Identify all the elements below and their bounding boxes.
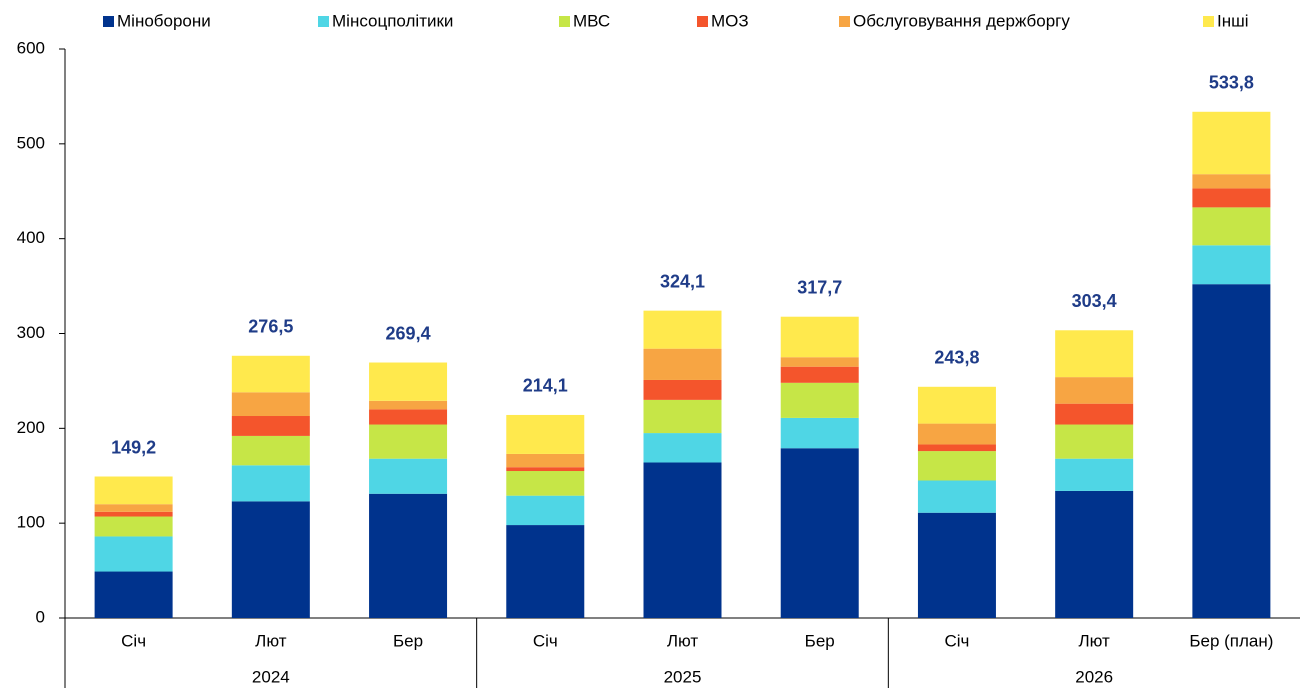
bar-segment xyxy=(94,571,173,618)
total-label: 303,4 xyxy=(1072,291,1117,311)
x-tick-label: Бер (план) xyxy=(1189,631,1273,650)
group-label: 2024 xyxy=(252,667,290,686)
legend-swatch xyxy=(318,16,329,27)
bar-segment xyxy=(506,467,585,472)
bar-segment xyxy=(917,386,996,424)
bar-segment xyxy=(1192,174,1271,189)
bar-segment xyxy=(506,453,585,468)
bar-segment xyxy=(917,480,996,513)
bar-segment xyxy=(780,382,859,418)
bar-segment xyxy=(369,458,448,494)
bar-segment xyxy=(1192,207,1271,246)
y-tick-label: 100 xyxy=(17,513,45,532)
bar-segment xyxy=(1055,490,1134,618)
bar-segment xyxy=(231,416,310,436)
total-label: 269,4 xyxy=(386,323,431,343)
bar-segment xyxy=(369,400,448,410)
total-label: 149,2 xyxy=(111,437,156,457)
bar-segment xyxy=(231,501,310,618)
bar-segment xyxy=(643,379,722,400)
x-tick-label: Бер xyxy=(393,631,423,650)
legend-label: Обслуговування держборгу xyxy=(853,11,1070,30)
legend-label: МОЗ xyxy=(711,11,749,30)
bar-segment xyxy=(643,310,722,349)
bar-segment xyxy=(506,525,585,618)
total-label: 243,8 xyxy=(934,348,979,368)
legend-swatch xyxy=(1203,16,1214,27)
y-tick-label: 400 xyxy=(17,228,45,247)
bar-segment xyxy=(643,399,722,434)
bar-segment xyxy=(1055,377,1134,404)
group-label: 2026 xyxy=(1075,667,1113,686)
total-label: 276,5 xyxy=(248,317,293,337)
bar-segment xyxy=(917,512,996,618)
bar-segment xyxy=(780,357,859,367)
x-tick-label: Бер xyxy=(805,631,835,650)
x-tick-label: Лют xyxy=(667,631,699,650)
bar-segment xyxy=(231,435,310,466)
bar-segment xyxy=(369,362,448,401)
group-label: 2025 xyxy=(664,667,702,686)
bar-segment xyxy=(231,355,310,393)
bar-segment xyxy=(231,392,310,417)
bar-segment xyxy=(780,417,859,449)
legend-swatch xyxy=(697,16,708,27)
bar-segment xyxy=(1055,403,1134,425)
x-tick-label: Січ xyxy=(121,631,146,650)
legend-label: Міноборони xyxy=(117,11,211,30)
legend-swatch xyxy=(559,16,570,27)
bar-segment xyxy=(643,348,722,380)
bar-segment xyxy=(780,448,859,618)
bar-segment xyxy=(1055,330,1134,378)
bar-segment xyxy=(369,424,448,459)
x-tick-label: Січ xyxy=(944,631,969,650)
y-tick-label: 300 xyxy=(17,323,45,342)
bar-segment xyxy=(94,476,173,505)
bar-segment xyxy=(917,444,996,452)
total-label: 214,1 xyxy=(523,376,568,396)
bar-segment xyxy=(1192,111,1271,175)
bar-segment xyxy=(1192,284,1271,618)
y-tick-label: 500 xyxy=(17,133,45,152)
total-label: 324,1 xyxy=(660,271,705,291)
bar-segment xyxy=(231,465,310,502)
y-tick-label: 0 xyxy=(36,607,45,626)
bar-segment xyxy=(643,462,722,618)
bar-segment xyxy=(506,471,585,496)
y-tick-label: 200 xyxy=(17,418,45,437)
y-tick-label: 600 xyxy=(17,38,45,57)
bar-segment xyxy=(780,316,859,358)
bar-segment xyxy=(1055,458,1134,491)
bar-segment xyxy=(369,493,448,618)
x-tick-label: Січ xyxy=(533,631,558,650)
bar-segment xyxy=(94,511,173,517)
bar-segment xyxy=(94,536,173,572)
bar-segment xyxy=(506,495,585,526)
x-tick-label: Лют xyxy=(255,631,287,650)
bar-segment xyxy=(917,423,996,445)
total-label: 317,7 xyxy=(797,277,842,297)
bar-segment xyxy=(780,366,859,383)
legend-swatch xyxy=(103,16,114,27)
bar-segment xyxy=(94,516,173,537)
x-tick-label: Лют xyxy=(1079,631,1111,650)
bar-segment xyxy=(506,414,585,454)
legend-swatch xyxy=(839,16,850,27)
legend-label: Мінсоцполітики xyxy=(332,11,453,30)
legend-label: МВС xyxy=(573,11,610,30)
bar-segment xyxy=(94,504,173,512)
bar-segment xyxy=(1055,424,1134,459)
legend-label: Інші xyxy=(1217,11,1249,30)
bar-segment xyxy=(1192,188,1271,208)
bar-segment xyxy=(643,433,722,463)
bar-segment xyxy=(369,409,448,425)
total-label: 533,8 xyxy=(1209,73,1254,93)
bar-segment xyxy=(1192,245,1271,285)
bar-segment xyxy=(917,451,996,481)
